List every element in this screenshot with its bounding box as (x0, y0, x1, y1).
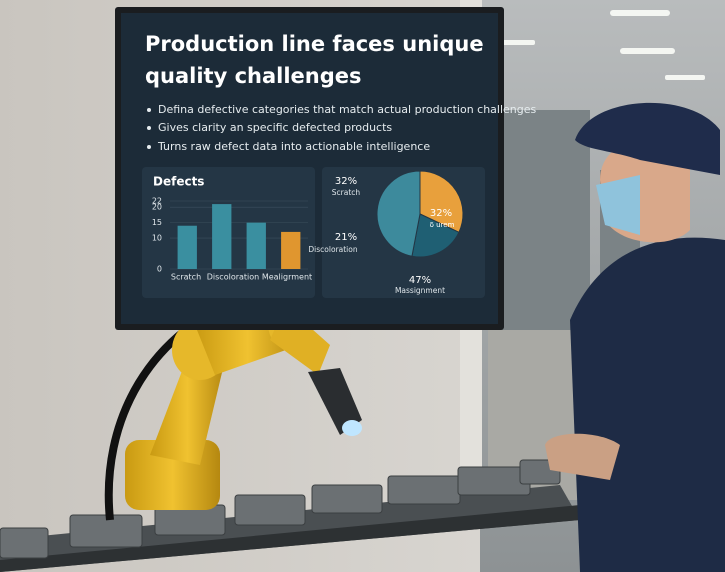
x-tick-label: Scratch (171, 273, 201, 282)
pie-inner-label: 32% (430, 208, 452, 219)
pie-category-label: Discoloration (308, 245, 357, 254)
bullet: Defina defective categories that match a… (158, 103, 537, 116)
y-tick-label: 15 (152, 218, 162, 227)
y-tick-label: 10 (152, 234, 162, 243)
y-tick-label: 20 (152, 203, 162, 212)
pie-slice (419, 170, 464, 233)
conveyor-edge (0, 505, 580, 572)
bar (246, 222, 266, 269)
x-tick-label: Discoloration (207, 273, 259, 282)
pie-category-label: Scratch (332, 188, 361, 197)
pie-category-label: Massignment (395, 286, 445, 295)
bullet-dots (147, 108, 151, 149)
pie-slice (376, 170, 421, 257)
y-tick-label: 0 (157, 265, 162, 274)
x-tick-label: Mealigrment (262, 273, 312, 282)
bullet: Gives clarity an specific defected produ… (158, 121, 392, 134)
screen-title: Production line faces unique (145, 32, 484, 56)
pie-value-label: 21% (335, 232, 357, 243)
y-tick-label: 22 (152, 197, 162, 206)
pie-slice (411, 213, 460, 258)
pie-inner-sublabel: δ urem (430, 221, 455, 229)
pie-value-label: 32% (335, 176, 357, 187)
bar (177, 225, 197, 269)
pie-value-label: 47% (409, 275, 431, 286)
screen-title: quality challenges (145, 64, 362, 88)
worker (545, 102, 725, 572)
bar-title: Defects (153, 175, 204, 189)
ceiling-lights (500, 10, 705, 80)
bullet: Turns raw defect data into actionable in… (157, 140, 430, 153)
bar (212, 204, 232, 269)
bar (281, 231, 301, 269)
